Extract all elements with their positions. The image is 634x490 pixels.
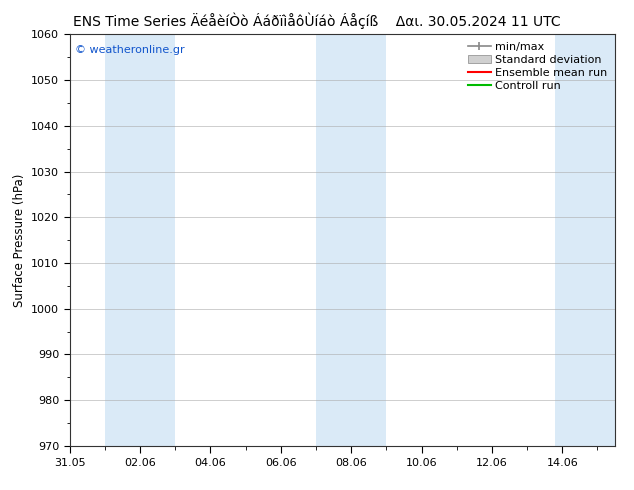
Bar	[316, 34, 386, 446]
Y-axis label: Surface Pressure (hPa): Surface Pressure (hPa)	[13, 173, 25, 307]
Bar	[555, 34, 615, 446]
Legend: min/max, Standard deviation, Ensemble mean run, Controll run: min/max, Standard deviation, Ensemble me…	[466, 40, 609, 93]
Bar	[105, 34, 175, 446]
Text: ENS Time Series ÄéåèíÒò ÁáðïìåôÙíáò Áåçíß    Δαι. 30.05.2024 11 UTC: ENS Time Series ÄéåèíÒò ÁáðïìåôÙíáò Áåçí…	[73, 12, 561, 29]
Text: © weatheronline.gr: © weatheronline.gr	[75, 45, 185, 54]
